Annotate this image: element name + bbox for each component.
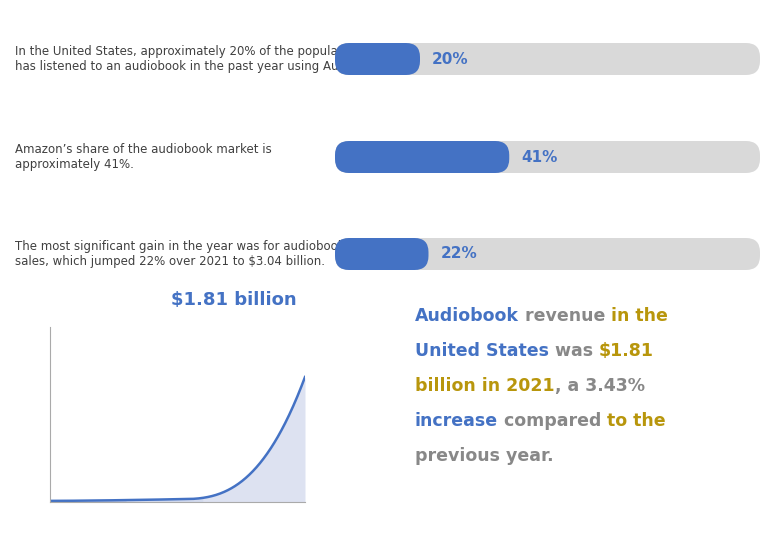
Text: increase: increase [415,412,498,430]
Text: $1.81 billion: $1.81 billion [171,291,296,309]
Text: billion in 2021: billion in 2021 [415,377,554,395]
Text: 22%: 22% [441,247,477,261]
Text: United States: United States [415,342,549,360]
FancyBboxPatch shape [335,43,420,75]
Text: The most significant gain in the year was for audiobook
sales, which jumped 22% : The most significant gain in the year wa… [15,240,345,268]
FancyBboxPatch shape [335,43,760,75]
FancyBboxPatch shape [335,141,510,173]
FancyBboxPatch shape [335,141,760,173]
Text: $1.81: $1.81 [599,342,654,360]
Text: in the: in the [612,307,668,325]
Text: revenue: revenue [519,307,612,325]
Text: , a 3.43%: , a 3.43% [554,377,644,395]
Text: previous year.: previous year. [415,447,554,465]
Text: Audiobook: Audiobook [415,307,519,325]
Text: was: was [549,342,599,360]
Text: 3.43%: 3.43% [135,397,180,425]
Text: to the: to the [608,412,666,430]
Text: 20%: 20% [432,51,469,67]
Text: compared: compared [498,412,608,430]
Text: 41%: 41% [521,149,557,165]
Text: Amazon’s share of the audiobook market is
approximately 41%.: Amazon’s share of the audiobook market i… [15,143,272,171]
FancyBboxPatch shape [335,238,429,270]
FancyBboxPatch shape [335,238,760,270]
Text: In the United States, approximately 20% of the population
has listened to an aud: In the United States, approximately 20% … [15,45,372,73]
